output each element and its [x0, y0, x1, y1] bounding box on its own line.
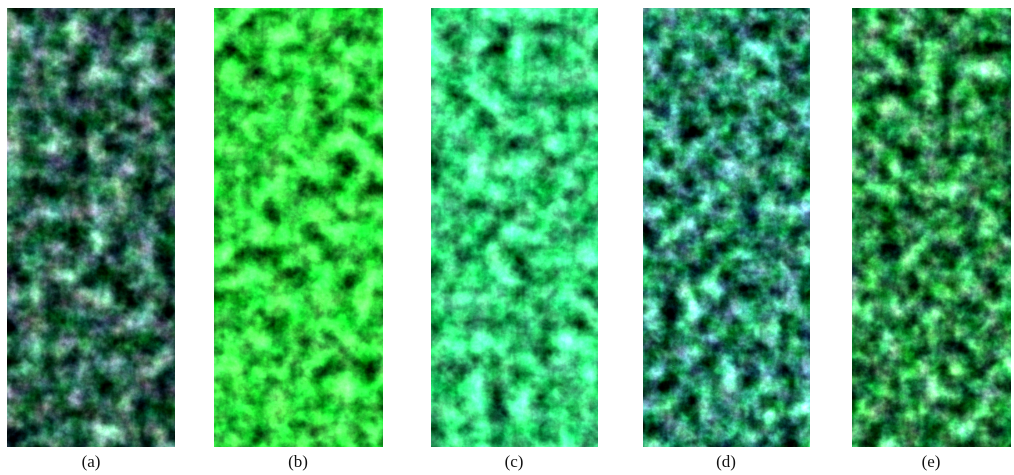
panel: (c) — [431, 8, 598, 471]
panel-label: (c) — [505, 452, 524, 471]
satellite-image — [643, 8, 810, 447]
satellite-image — [852, 8, 1011, 447]
panel: (b) — [214, 8, 383, 471]
panel: (a) — [7, 8, 175, 471]
panel-label: (e) — [922, 452, 941, 471]
satellite-image — [214, 8, 383, 447]
panel-label: (d) — [716, 452, 736, 471]
panel-label: (a) — [82, 452, 101, 471]
panel: (e) — [852, 8, 1011, 471]
panel: (d) — [643, 8, 810, 471]
satellite-image — [7, 8, 175, 447]
panel-label: (b) — [288, 452, 308, 471]
figure: (a) (b) (c) (d) (e) — [0, 0, 1014, 475]
satellite-image — [431, 8, 598, 447]
